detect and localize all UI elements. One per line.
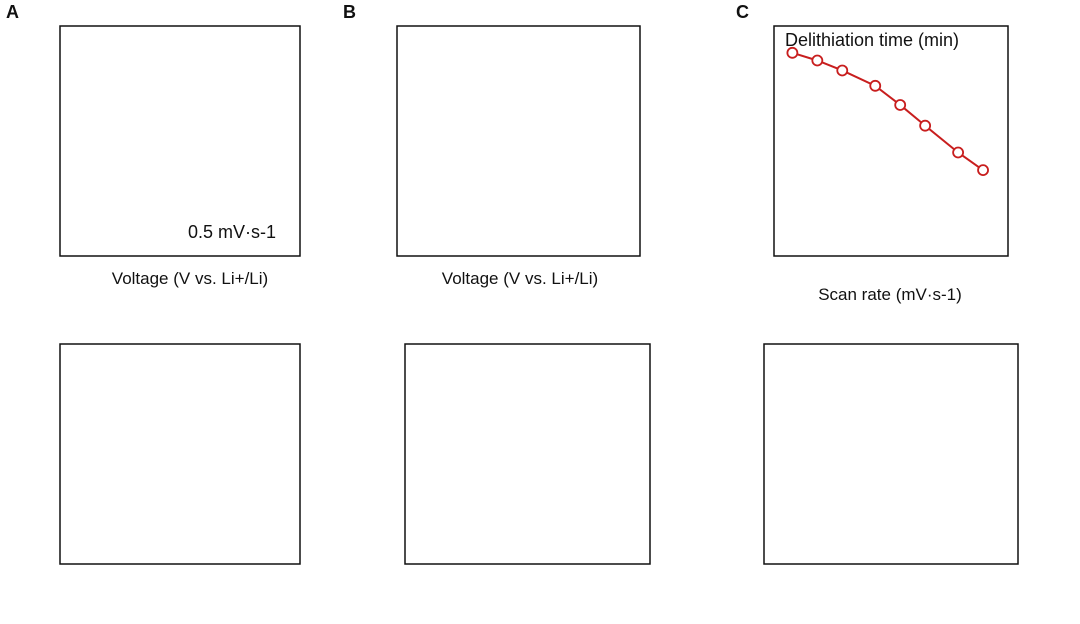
panel-c-axes xyxy=(773,25,1009,257)
panel-b-axes xyxy=(396,25,641,257)
panel-letter-b: B xyxy=(343,2,356,22)
panel-letter-a: A xyxy=(6,2,19,22)
panel-c-series xyxy=(786,46,989,177)
panel-c-point xyxy=(919,119,932,132)
panel-a-xlabel: Voltage (V vs. Li+/Li) xyxy=(112,269,268,288)
panel-c-point xyxy=(977,164,989,177)
panel-c-top-label: Delithiation time (min) xyxy=(785,30,959,50)
panel-f-axes xyxy=(763,343,1019,565)
panel-a-annotation: 0.5 mV·s-1 xyxy=(188,222,276,242)
panel-c-point xyxy=(952,146,965,159)
panel-c-point xyxy=(836,64,849,77)
panel-b-xlabel: Voltage (V vs. Li+/Li) xyxy=(442,269,598,288)
panel-c-point xyxy=(894,99,907,111)
panel-a-axes xyxy=(59,25,301,257)
panel-c-xlabel: Scan rate (mV·s-1) xyxy=(818,285,962,304)
panel-e-axes xyxy=(404,343,651,565)
panel-c-point xyxy=(786,46,799,59)
panel-letter-c: C xyxy=(736,2,749,22)
panel-d-axes xyxy=(59,343,301,565)
panel-c-point xyxy=(811,54,824,67)
panel-c-point xyxy=(869,79,882,92)
